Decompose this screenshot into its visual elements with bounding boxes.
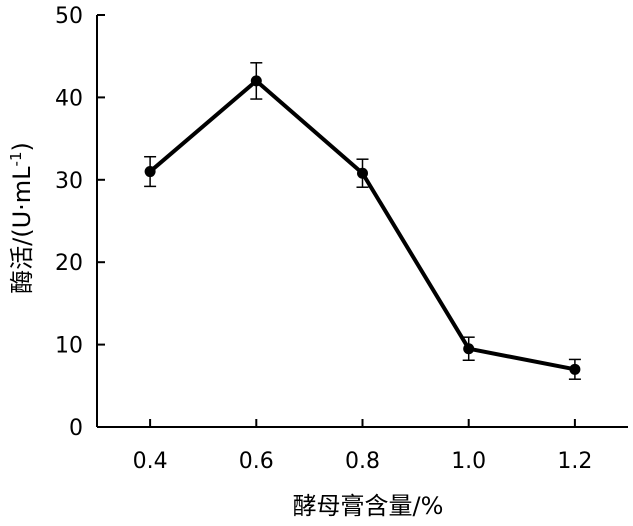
x-tick-label: 0.4 xyxy=(133,449,168,474)
data-point xyxy=(463,343,475,355)
y-axis-title-superscript: -1 xyxy=(7,152,25,167)
x-tick-label: 0.8 xyxy=(345,449,380,474)
y-axis-title-end: ) xyxy=(8,142,36,151)
y-axis-title-main: 酶活/(U·mL xyxy=(8,166,36,294)
y-tick-label: 20 xyxy=(55,251,83,276)
data-point xyxy=(250,75,262,87)
x-tick-label: 1.0 xyxy=(451,449,486,474)
y-tick-label: 10 xyxy=(55,334,83,359)
data-point xyxy=(569,363,581,375)
y-tick-label: 40 xyxy=(55,86,83,111)
labels: 0 10 20 30 40 50 0.4 0.6 0.8 1.0 1.2 xyxy=(55,4,592,474)
y-tick-label: 30 xyxy=(55,169,83,194)
x-tick-label: 1.2 xyxy=(557,449,592,474)
series-layer xyxy=(144,62,581,380)
axes xyxy=(96,14,628,428)
x-tick-label: 0.6 xyxy=(239,449,274,474)
y-axis-title: 酶活/(U·mL-1) xyxy=(7,142,36,294)
series-line xyxy=(148,78,576,372)
y-tick-label: 0 xyxy=(69,416,83,441)
data-point xyxy=(357,167,368,179)
y-tick-label: 50 xyxy=(55,4,83,29)
data-point xyxy=(144,166,156,178)
x-axis-title: 酵母膏含量/% xyxy=(293,492,444,520)
